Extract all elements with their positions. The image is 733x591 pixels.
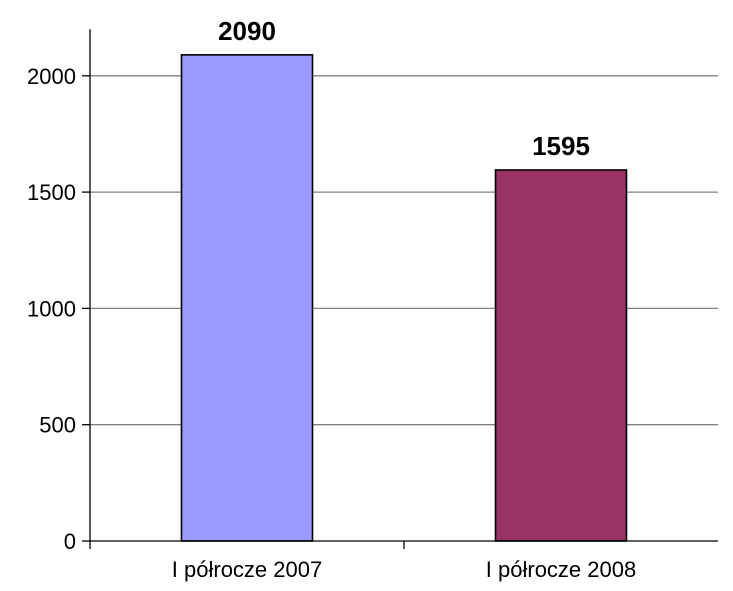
x-tick-label-2: I półrocze 2008 [486,557,636,582]
bars [180,54,628,542]
y-tick-label: 0 [64,529,76,554]
labels: 0 500 1000 1500 2000 2090 I półrocze 2007 1595 I… [27,16,636,582]
bar-2 [494,169,628,542]
y-tick-label: 2000 [27,64,76,89]
y-tick-label: 500 [39,413,76,438]
bar-1 [180,54,314,542]
data-label-2: 1595 [532,131,590,161]
x-tick-label-1: I półrocze 2007 [172,557,322,582]
data-label-1: 2090 [218,16,276,46]
y-tick-label: 1000 [27,296,76,321]
y-tick-label: 1500 [27,180,76,205]
